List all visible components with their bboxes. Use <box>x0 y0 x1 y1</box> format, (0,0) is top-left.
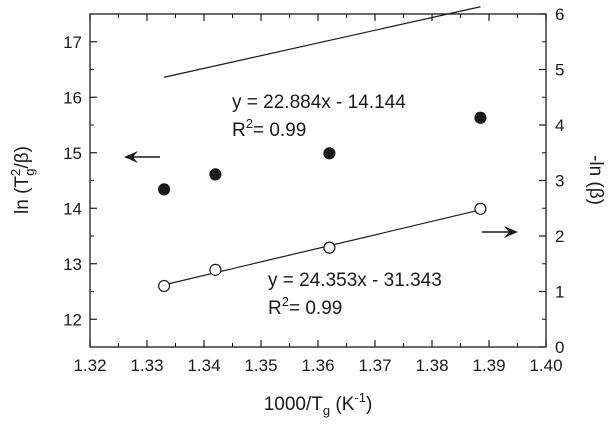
x-tick-label: 1.32 <box>73 356 106 375</box>
plot-frame <box>89 13 547 348</box>
y-left-tick-label: 12 <box>63 310 82 329</box>
r2-upper-value: = 0.99 <box>253 120 306 141</box>
arrow-right-head <box>504 226 518 238</box>
data-point-series-2 <box>323 241 336 254</box>
y-left-tick-label: 15 <box>63 144 82 163</box>
y-left-tick-labels: 12 13 14 15 16 17 <box>63 33 82 330</box>
y-left-tick-label: 14 <box>63 199 82 218</box>
data-point-series-1 <box>158 183 171 196</box>
fit-equation-upper: y = 22.884x - 14.144 <box>232 92 406 113</box>
arrow-right <box>482 226 518 238</box>
data-point-series-1 <box>209 168 222 181</box>
fit-line-series-1 <box>163 6 481 78</box>
fit-lines <box>163 6 481 286</box>
r2-lower-value: = 0.99 <box>289 298 342 319</box>
y-right-tick-labels: 0 1 2 3 4 5 6 <box>555 5 564 357</box>
data-points <box>158 111 487 293</box>
x-tick-label: 1.37 <box>358 356 391 375</box>
y-right-tick-label: 0 <box>555 338 564 357</box>
x-tick-label: 1.36 <box>301 356 334 375</box>
r2-upper: R2= 0.99 <box>232 116 306 141</box>
x-axis-title: 1000/Tg (K-1) <box>264 390 373 418</box>
x-tick-label: 1.38 <box>415 356 448 375</box>
ticks <box>89 13 547 348</box>
y-left-tick-label: 17 <box>63 33 82 52</box>
y-right-tick-label: 3 <box>555 172 564 191</box>
x-tick-label: 1.40 <box>529 356 562 375</box>
data-point-series-1 <box>474 111 487 124</box>
y-right-tick-label: 4 <box>555 116 564 135</box>
x-tick-label: 1.39 <box>472 356 505 375</box>
y-left-tick-label: 13 <box>63 255 82 274</box>
arrow-left <box>124 151 160 163</box>
data-point-series-2 <box>209 263 222 276</box>
x-tick-labels: 1.32 1.33 1.34 1.35 1.36 1.37 1.38 1.39 1.40 <box>73 356 562 375</box>
data-point-series-1 <box>323 147 336 160</box>
data-point-series-2 <box>474 202 487 215</box>
data-point-series-2 <box>158 279 171 293</box>
y-right-tick-label: 6 <box>555 5 564 24</box>
fit-equation-lower: y = 24.353x - 31.343 <box>268 270 442 291</box>
x-tick-label: 1.33 <box>130 356 163 375</box>
direction-arrows <box>124 151 518 238</box>
r2-lower: R2= 0.99 <box>268 294 342 319</box>
y-right-tick-label: 2 <box>555 227 564 246</box>
y-right-tick-label: 5 <box>555 61 564 80</box>
arrow-left-head <box>124 151 138 163</box>
y-left-tick-label: 16 <box>63 88 82 107</box>
y-right-tick-label: 1 <box>555 283 564 302</box>
x-tick-label: 1.34 <box>187 356 220 375</box>
x-tick-label: 1.35 <box>244 356 277 375</box>
y-left-axis-title: ln (T2g/β) <box>8 146 37 214</box>
y-right-axis-title: -ln (β) <box>585 155 606 205</box>
